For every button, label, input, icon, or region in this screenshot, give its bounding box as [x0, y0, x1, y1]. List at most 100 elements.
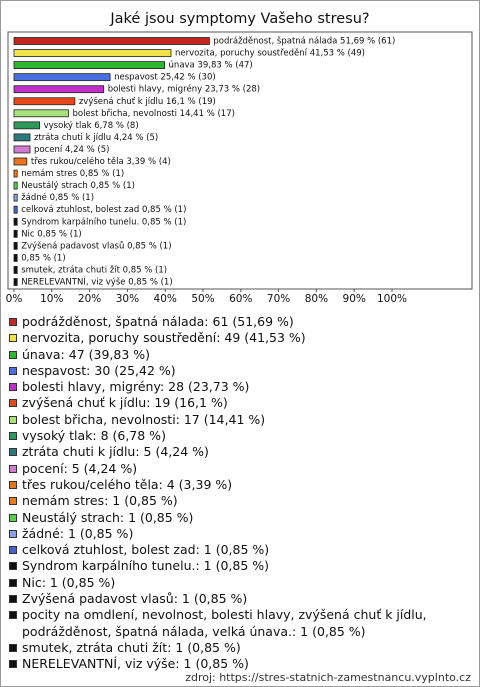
legend-label: pocení: 5 (4,24 %) [22, 460, 138, 476]
value-label: vysoký tlak 6,78 % (8) [44, 121, 139, 131]
legend-label: vysoký tlak: 8 (6,78 %) [22, 428, 166, 444]
legend-item: zvýšená chuť k jídlu: 19 (16,1 %) [7, 395, 427, 411]
value-label: podrážděnost, špatná nálada 51,69 % (61) [213, 36, 395, 47]
legend-label: třes rukou/celého těla: 4 (3,39 %) [22, 476, 233, 492]
legend-label: bolesti hlavy, migrény: 28 (23,73 %) [22, 379, 250, 395]
legend-label: nemám stres: 1 (0,85 %) [22, 493, 178, 509]
legend-swatch [9, 513, 17, 522]
legend-item: třes rukou/celého těla: 4 (3,39 %) [7, 477, 427, 493]
x-tick-label: 0% [6, 293, 23, 305]
x-tick-label: 60% [229, 293, 252, 305]
bar [13, 37, 210, 45]
legend-item: smutek, ztráta chuti žít: 1 (0,85 %) [7, 640, 427, 656]
legend-swatch [9, 562, 17, 571]
bar [13, 193, 18, 202]
value-label: nemám stres 0,85 % (1) [21, 169, 124, 179]
legend-swatch [9, 660, 17, 669]
value-label: nespavost 25,42 % (30) [114, 73, 216, 83]
legend-swatch [9, 546, 17, 555]
value-label: žádné 0,85 % (1) [21, 192, 94, 203]
legend-swatch [9, 595, 17, 604]
legend-item: pocity na omdlení, nevolnost, bolesti hl… [7, 607, 427, 640]
bar [13, 241, 18, 250]
legend-item: únava: 47 (39,83 %) [7, 347, 427, 363]
x-tick-label: 50% [191, 293, 214, 305]
legend-swatch [9, 448, 17, 457]
legend-label: Nic: 1 (0,85 %) [22, 574, 116, 590]
legend-item: Nic: 1 (0,85 %) [7, 575, 427, 591]
bar [13, 49, 172, 57]
legend-label: žádné: 1 (0,85 %) [22, 525, 134, 541]
value-label: Nic 0,85 % (1) [21, 229, 82, 239]
x-tick-label: 10% [40, 293, 63, 305]
legend-swatch [9, 350, 17, 359]
bar [13, 121, 41, 130]
legend-item: pocení: 5 (4,24 %) [7, 461, 427, 477]
legend-label: Syndrom karpálního tunelu.: 1 (0,85 %) [22, 558, 270, 574]
bar [13, 157, 28, 166]
legend-label: Neustálý strach: 1 (0,85 %) [22, 509, 194, 525]
legend-label: ztráta chuti k jídlu: 5 (4,24 %) [22, 444, 209, 460]
legend-swatch [9, 497, 17, 506]
value-label: pocení 4,24 % (5) [34, 145, 109, 155]
x-tick-label: 30% [116, 293, 139, 305]
legend-label: podrážděnost, špatná nálada: 61 (51,69 %… [22, 314, 294, 329]
legend-label: smutek, ztráta chuti žít: 1 (0,85 %) [22, 639, 241, 655]
legend-swatch [9, 366, 17, 375]
legend-swatch [9, 415, 17, 424]
legend-label: Zvýšená padavost vlasů: 1 (0,85 %) [22, 591, 248, 607]
bar [13, 205, 18, 214]
x-tick-label: 40% [154, 293, 177, 305]
legend-label: nespavost: 30 (25,42 %) [22, 362, 176, 378]
value-label: bolest břicha, nevolnosti 14,41 % (17) [72, 109, 234, 119]
chart-title: Jaké jsou symptomy Vašeho stresu? [109, 11, 369, 27]
value-label: třes rukou/celého těla 3,39 % (4) [31, 156, 171, 167]
legend-item: ztráta chuti k jídlu: 5 (4,24 %) [7, 444, 427, 460]
x-tick-label: 90% [343, 293, 366, 305]
legend-label: zvýšená chuť k jídlu: 19 (16,1 %) [22, 395, 228, 411]
x-tick-label: 70% [267, 293, 290, 305]
legend-label: únava: 47 (39,83 %) [22, 346, 151, 362]
legend-item: nespavost: 30 (25,42 %) [7, 363, 427, 379]
legend-label: NERELEVANTNÍ, viz výše: 1 (0,85 %) [22, 656, 249, 672]
legend-item: vysoký tlak: 8 (6,78 %) [7, 428, 427, 444]
legend-label: bolest břicha, nevolnosti: 17 (14,41 %) [22, 411, 266, 427]
bar [13, 229, 18, 238]
bar [13, 266, 18, 274]
value-label: nervozita, poruchy soustředění 41,53 % (… [175, 49, 365, 59]
legend-swatch [9, 643, 17, 652]
x-tick-label: 20% [78, 293, 101, 305]
x-tick-label: 80% [305, 293, 328, 305]
value-label: smutek, ztráta chuti žít 0,85 % (1) [21, 265, 167, 275]
legend-swatch [9, 334, 17, 343]
legend-item: celková ztuhlost, bolest zad: 1 (0,85 %) [7, 542, 427, 558]
bar [13, 73, 111, 82]
legend-item: podrážděnost, špatná nálada: 61 (51,69 %… [7, 314, 427, 330]
bar [13, 133, 31, 142]
legend-swatch [9, 529, 17, 538]
value-label: zvýšená chuť k jídlu 16,1 % (19) [79, 96, 216, 107]
legend-item: Neustálý strach: 1 (0,85 %) [7, 510, 427, 526]
bar [13, 97, 76, 106]
value-label: Zvýšená padavost vlasů 0,85 % (1) [21, 240, 171, 251]
bar [13, 169, 18, 178]
legend-label: celková ztuhlost, bolest zad: 1 (0,85 %) [22, 542, 270, 558]
legend-item: Syndrom karpálního tunelu.: 1 (0,85 %) [7, 558, 427, 574]
legend-swatch [9, 578, 17, 587]
value-label: ztráta chuti k jídlu 4,24 % (5) [34, 133, 158, 143]
legend-swatch [9, 432, 17, 441]
value-label: 0,85 % (1) [21, 253, 65, 263]
bar [13, 61, 165, 69]
legend: podrážděnost, špatná nálada: 61 (51,69 %… [7, 314, 427, 673]
bar [13, 145, 31, 154]
source: zdroj: https://stres-statnich-zamestnanc… [185, 671, 471, 684]
bar [13, 217, 18, 226]
legend-item: nemám stres: 1 (0,85 %) [7, 493, 427, 509]
value-label: Neustálý strach 0,85 % (1) [21, 181, 135, 191]
legend-item: bolest břicha, nevolnosti: 17 (14,41 %) [7, 412, 427, 428]
value-label: celková ztuhlost, bolest zad 0,85 % (1) [21, 205, 186, 215]
legend-label: nervozita, poruchy soustředění: 49 (41,5… [22, 330, 306, 346]
legend-item: nervozita, poruchy soustředění: 49 (41,5… [7, 330, 427, 346]
x-tick-label: 100% [377, 293, 407, 305]
